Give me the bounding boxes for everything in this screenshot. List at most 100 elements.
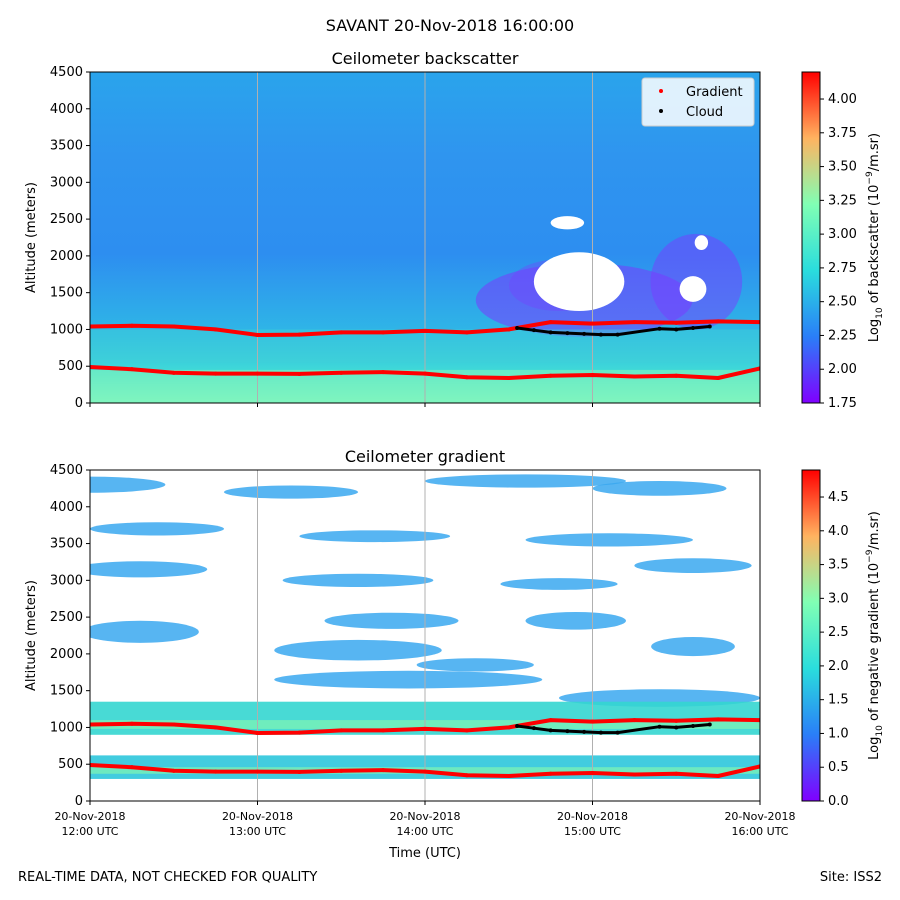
footer-disclaimer: REAL-TIME DATA, NOT CHECKED FOR QUALITY [18, 870, 318, 885]
cloud-point [691, 325, 695, 330]
gradient-point [674, 771, 679, 776]
y-tick-label: 3000 [50, 175, 83, 190]
cloud-point [707, 324, 712, 329]
y-tick-label: 1500 [50, 684, 83, 699]
gradient-point [590, 321, 595, 326]
gradient-point [213, 725, 218, 730]
cloud-point [531, 726, 536, 731]
legend: Gradient Cloud [641, 77, 755, 127]
gradient-patch [282, 573, 434, 587]
gradient-point [716, 375, 721, 380]
gradient-point [255, 730, 260, 735]
gradient-point [171, 722, 176, 727]
gradient-point [464, 375, 469, 380]
gradient-point [339, 728, 344, 733]
gradient-patch [274, 670, 543, 689]
x-tick-label: 20-Nov-2018 [557, 810, 628, 823]
legend-box [641, 77, 755, 127]
gradient-patch [274, 639, 442, 661]
cloud-point [515, 325, 520, 330]
gradient-point [255, 332, 260, 337]
gradient-point [213, 327, 218, 332]
gradient-patch [425, 474, 626, 488]
y-tick-label: 4000 [50, 500, 83, 515]
cloud-point [565, 331, 570, 336]
gradient-point [381, 330, 386, 335]
gradient-point [381, 728, 386, 733]
colorbar-tick-label: 3.0 [828, 591, 849, 606]
gradient-point [674, 373, 679, 378]
colorbar-tick-label: 2.5 [828, 625, 849, 640]
gradient-point [632, 772, 637, 777]
y-tick-label: 1000 [50, 322, 83, 337]
y-tick-label: 2000 [50, 249, 83, 264]
gradient-point [590, 373, 595, 378]
gradient-patch [592, 481, 727, 496]
cloud-point [691, 723, 695, 728]
gradient-point [590, 719, 595, 724]
cloud-point [582, 729, 587, 734]
gradient-point [129, 765, 134, 770]
colorbar-tick-label: 4.00 [828, 92, 857, 107]
gradient-point [129, 367, 134, 372]
x-tick-label: 13:00 UTC [229, 825, 286, 838]
cloud-point [657, 326, 662, 331]
x-axis-label: Time (UTC) [388, 846, 461, 861]
main-title: SAVANT 20-Nov-2018 16:00:00 [325, 16, 575, 35]
gradient-point [297, 332, 302, 337]
x-tick-label: 15:00 UTC [564, 825, 621, 838]
gradient-point [171, 768, 176, 773]
cloud-point [674, 725, 679, 730]
gradient-patch [416, 658, 534, 672]
x-tick-label: 12:00 UTC [61, 825, 118, 838]
colorbar-tick-label: 4.5 [828, 490, 849, 505]
colorbar-tick-label: 2.75 [828, 261, 857, 276]
y-tick-label: 2500 [50, 212, 83, 227]
y-tick-label: 0 [75, 396, 83, 411]
plot-area-1 [90, 72, 760, 403]
colorbar-tick-label: 1.75 [828, 396, 857, 411]
colorbar-tick-label: 3.50 [828, 160, 857, 175]
colorbar-tick-label: 4.0 [828, 524, 849, 539]
gradient-patch [90, 476, 166, 493]
y-tick-label: 500 [58, 757, 83, 772]
gradient-point [213, 371, 218, 376]
y-tick-label: 0 [75, 794, 83, 809]
cloud-point [565, 729, 570, 734]
gradient-point [423, 726, 427, 731]
legend-label: Cloud [686, 105, 723, 120]
y-tick-label: 1500 [50, 286, 83, 301]
gradient-point [632, 320, 637, 325]
y-tick-label: 3000 [50, 573, 83, 588]
gradient-patch [90, 561, 208, 578]
colorbar-tick-label: 2.00 [828, 362, 857, 377]
cloud-point [582, 331, 587, 336]
plot-area-2 [90, 470, 760, 801]
gradient-point [213, 769, 218, 774]
gradient-point [423, 371, 427, 376]
gradient-patch [90, 522, 224, 536]
cloud-point [548, 330, 553, 335]
gradient-patch [525, 611, 626, 630]
colorbar-tick-label: 2.50 [828, 295, 857, 310]
gradient-point [548, 718, 553, 723]
cloud-point [615, 332, 620, 337]
cloud-point [598, 332, 603, 337]
gradient-point [506, 327, 511, 332]
gradient-point [339, 330, 344, 335]
gradient-point [381, 370, 386, 375]
gradient-point [464, 330, 469, 335]
colorbar-tick-label: 3.25 [828, 193, 857, 208]
colorbar-label-2: Log10 of negative gradient (10−9/m.sr) [865, 511, 885, 760]
gradient-point [716, 773, 721, 778]
gradient-point [423, 328, 427, 333]
gradient-point [548, 373, 553, 378]
gradient-point [255, 769, 260, 774]
x-tick-label: 20-Nov-2018 [222, 810, 293, 823]
gradient-point [381, 768, 386, 773]
gradient-point [548, 771, 553, 776]
x-tick-label: 14:00 UTC [396, 825, 453, 838]
cloud-point [657, 724, 662, 729]
axes-title-1: Ceilometer backscatter [332, 49, 519, 68]
